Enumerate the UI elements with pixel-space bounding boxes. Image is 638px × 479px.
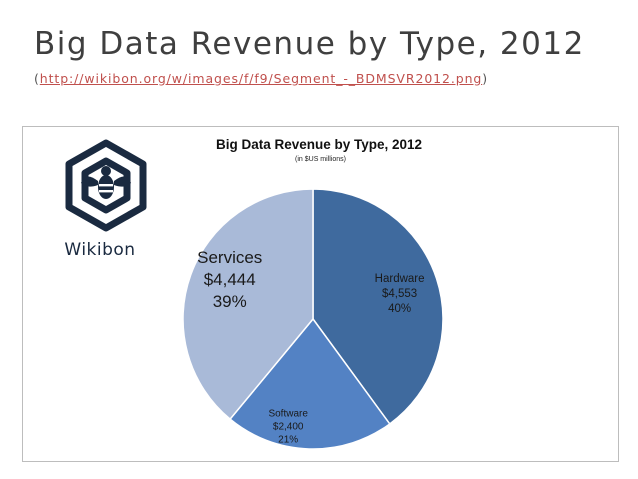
bee-hexagon-icon — [65, 139, 147, 232]
slice-label-services-name: Services — [197, 248, 262, 267]
pie-slice-hardware — [312, 188, 444, 425]
pie-slice-services — [182, 188, 314, 421]
slice-label-services-percent: 39% — [213, 292, 247, 311]
source-open-paren: ( — [34, 71, 40, 86]
pie-slice-software — [229, 317, 391, 450]
slice-label-software-name: Software — [268, 409, 308, 420]
chart-title: Big Data Revenue by Type, 2012 — [215, 137, 423, 152]
chart-subtitle: (in $US millions) — [295, 156, 346, 163]
logo-text: Wikibon — [64, 240, 136, 260]
slice-label-hardware-name: Hardware — [375, 273, 425, 285]
slide-title: Big Data Revenue by Type, 2012 — [34, 26, 585, 62]
slice-label-hardware-percent: 40% — [388, 303, 411, 315]
pie-slices — [182, 188, 444, 450]
chart-frame: Wikibon Big Data Revenue by Type, 2012 (… — [22, 126, 619, 462]
source-close-paren: ) — [482, 71, 489, 86]
pie-chart: Hardware $4,553 40% Software $2,400 21% Servic… — [182, 188, 444, 450]
slice-label-hardware-value: $4,553 — [382, 288, 417, 300]
slice-label-software-percent: 21% — [278, 435, 298, 446]
source-line: (http://wikibon.org/w/images/f/f9/Segmen… — [34, 71, 488, 86]
pie-labels: Hardware $4,553 40% Software $2,400 21% Servic… — [197, 248, 424, 446]
slice-label-software-value: $2,400 — [273, 422, 304, 433]
source-link[interactable]: http://wikibon.org/w/images/f/f9/Segment… — [39, 71, 483, 86]
slice-label-services-value: $4,444 — [204, 270, 256, 289]
